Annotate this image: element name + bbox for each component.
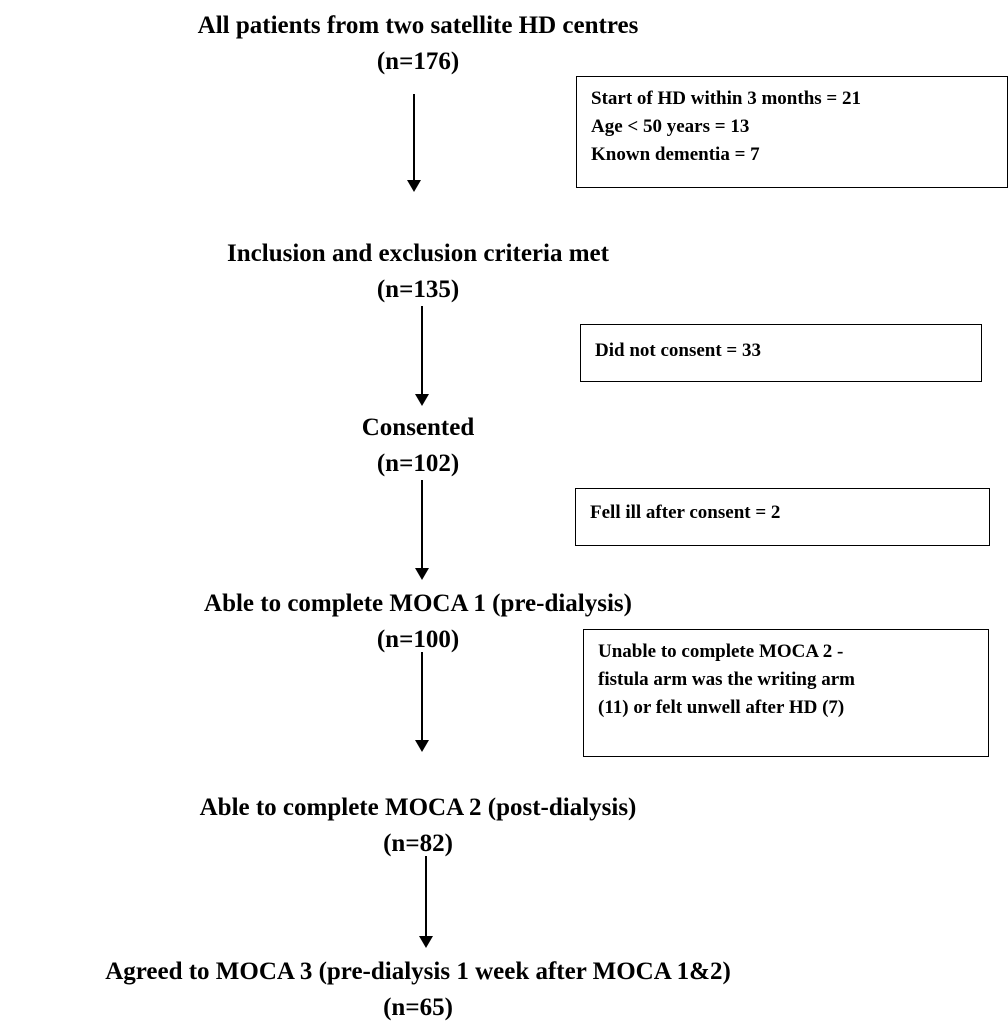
- exclusion-line: Did not consent = 33: [595, 340, 762, 361]
- step-consented: Consented (n=102): [118, 410, 718, 482]
- exclusion-line: fistula arm was the writing arm: [598, 669, 855, 690]
- flow-arrow: [415, 480, 429, 580]
- step-all-patients: All patients from two satellite HD centr…: [118, 8, 718, 80]
- step-title: Consented: [361, 414, 475, 441]
- exclusion-line: Known dementia = 7: [591, 144, 760, 165]
- step-criteria-met: Inclusion and exclusion criteria met (n=…: [118, 236, 718, 308]
- exclusion-box-consent: Did not consent = 33: [580, 324, 982, 382]
- flow-arrow: [415, 306, 429, 406]
- flow-arrow: [415, 652, 429, 752]
- step-title: Able to complete MOCA 2 (post-dialysis): [199, 794, 637, 821]
- step-count: (n=176): [376, 48, 460, 75]
- exclusion-line: (11) or felt unwell after HD (7): [598, 697, 845, 718]
- step-title: Able to complete MOCA 1 (pre-dialysis): [204, 590, 632, 617]
- exclusion-box-ill: Fell ill after consent = 2: [575, 488, 990, 546]
- step-title: Agreed to MOCA 3 (pre-dialysis 1 week af…: [105, 958, 731, 985]
- exclusion-box-early: Start of HD within 3 months = 21 Age < 5…: [576, 76, 1008, 188]
- step-count: (n=65): [383, 994, 453, 1021]
- exclusion-line: Age < 50 years = 13: [591, 116, 750, 137]
- step-title: Inclusion and exclusion criteria met: [227, 240, 609, 267]
- step-moca2: Able to complete MOCA 2 (post-dialysis) …: [118, 790, 718, 862]
- exclusion-line: Fell ill after consent = 2: [590, 502, 781, 523]
- flow-arrow: [407, 94, 421, 192]
- exclusion-box-moca2: Unable to complete MOCA 2 - fistula arm …: [583, 629, 989, 757]
- step-moca1: Able to complete MOCA 1 (pre-dialysis) (…: [118, 586, 718, 658]
- step-count: (n=102): [376, 450, 460, 477]
- flow-arrow: [419, 856, 433, 948]
- exclusion-line: Unable to complete MOCA 2 -: [598, 641, 844, 662]
- step-moca3: Agreed to MOCA 3 (pre-dialysis 1 week af…: [0, 954, 836, 1026]
- step-count: (n=100): [376, 626, 460, 653]
- step-count: (n=135): [376, 276, 460, 303]
- step-count: (n=82): [383, 830, 453, 857]
- step-title: All patients from two satellite HD centr…: [197, 12, 639, 39]
- exclusion-line: Start of HD within 3 months = 21: [591, 88, 861, 109]
